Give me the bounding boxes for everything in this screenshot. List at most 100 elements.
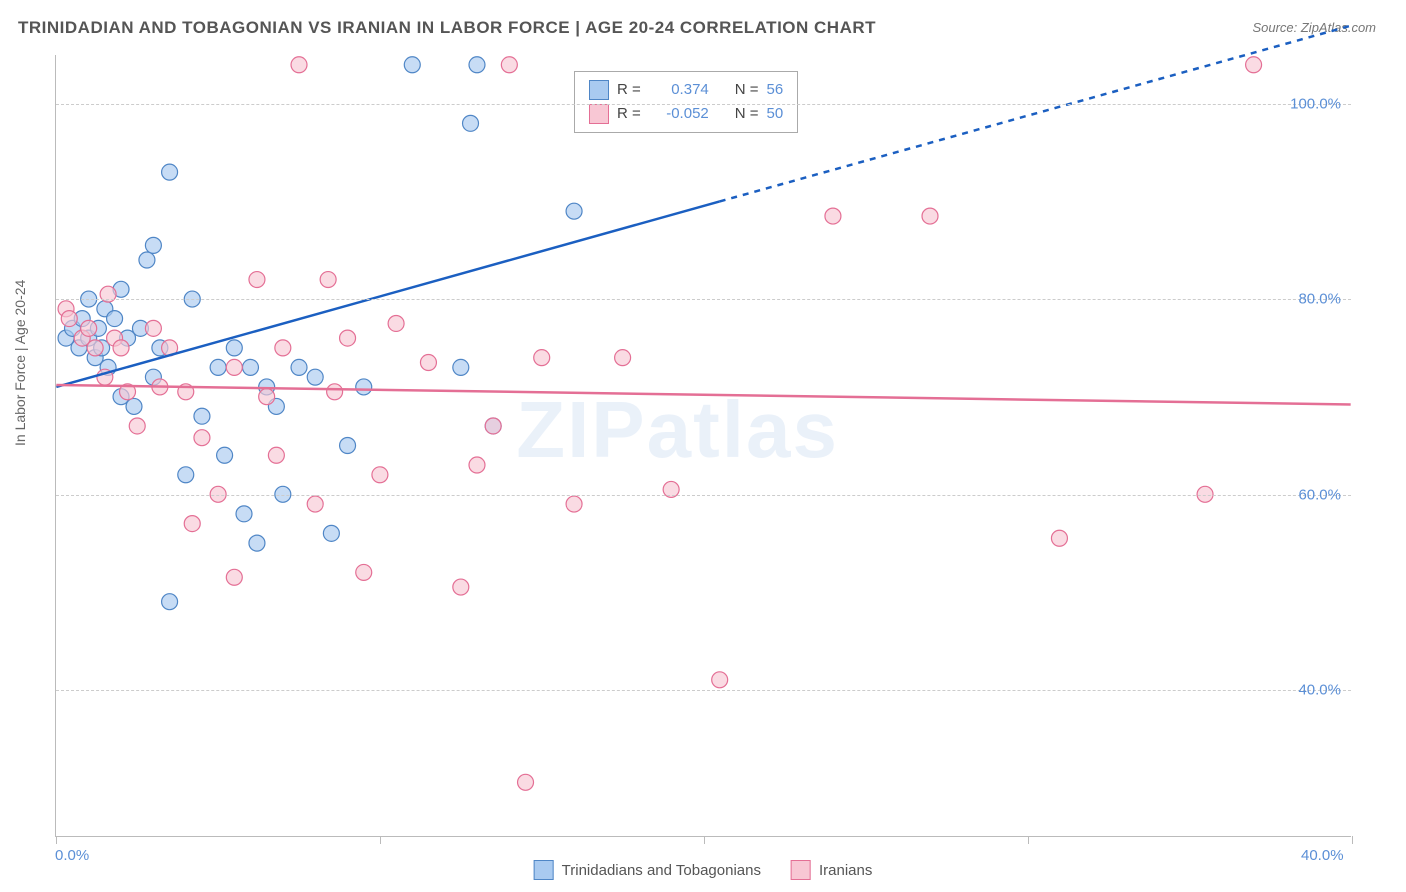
data-point (534, 350, 550, 366)
n-label: N = (735, 102, 759, 126)
n-value: 50 (767, 102, 784, 126)
x-tick (1352, 836, 1353, 844)
data-point (249, 535, 265, 551)
data-point (194, 408, 210, 424)
x-axis-min-label: 0.0% (55, 847, 89, 864)
y-tick-label: 100.0% (1290, 95, 1341, 112)
chart-plot-area: ZIPatlas R =0.374N =56R =-0.052N =50 40.… (55, 55, 1351, 837)
gridline (56, 104, 1351, 105)
gridline (56, 690, 1351, 691)
data-point (469, 57, 485, 73)
series-legend: Trinidadians and Tobagonians Iranians (534, 860, 873, 880)
data-point (615, 350, 631, 366)
data-point (356, 379, 372, 395)
data-point (388, 315, 404, 331)
data-point (236, 506, 252, 522)
x-tick (380, 836, 381, 844)
data-point (268, 447, 284, 463)
x-tick (704, 836, 705, 844)
data-point (242, 359, 258, 375)
trend-line (56, 385, 1350, 405)
data-point (162, 594, 178, 610)
trend-line-extrapolated (720, 26, 1351, 202)
data-point (194, 430, 210, 446)
data-point (469, 457, 485, 473)
y-axis-label: In Labor Force | Age 20-24 (12, 280, 28, 446)
data-point (825, 208, 841, 224)
data-point (307, 369, 323, 385)
data-point (340, 438, 356, 454)
legend-swatch (589, 80, 609, 100)
data-point (113, 340, 129, 356)
legend-item: Trinidadians and Tobagonians (534, 860, 761, 880)
y-tick-label: 40.0% (1298, 682, 1341, 699)
data-point (226, 569, 242, 585)
data-point (126, 398, 142, 414)
data-point (178, 467, 194, 483)
data-point (320, 272, 336, 288)
legend-label: Trinidadians and Tobagonians (562, 862, 761, 879)
n-value: 56 (767, 78, 784, 102)
data-point (327, 384, 343, 400)
data-point (184, 516, 200, 532)
legend-row: R = -0.052 N = 50 (589, 102, 783, 126)
data-point (162, 164, 178, 180)
data-point (275, 340, 291, 356)
gridline (56, 299, 1351, 300)
data-point (226, 340, 242, 356)
data-point (453, 359, 469, 375)
data-point (291, 359, 307, 375)
data-point (323, 525, 339, 541)
data-point (291, 57, 307, 73)
r-label: R = (617, 102, 641, 126)
data-point (566, 496, 582, 512)
data-point (712, 672, 728, 688)
data-point (107, 311, 123, 327)
legend-row: R = 0.374 N = 56 (589, 78, 783, 102)
data-point (81, 320, 97, 336)
r-value: -0.052 (649, 102, 709, 126)
data-point (226, 359, 242, 375)
data-point (453, 579, 469, 595)
legend-swatch (791, 860, 811, 880)
data-point (259, 389, 275, 405)
data-point (372, 467, 388, 483)
data-point (485, 418, 501, 434)
x-axis-max-label: 40.0% (1301, 847, 1344, 864)
data-point (249, 272, 265, 288)
source-label: Source: ZipAtlas.com (1252, 20, 1376, 35)
chart-title: TRINIDADIAN AND TOBAGONIAN VS IRANIAN IN… (18, 18, 876, 38)
legend-swatch (534, 860, 554, 880)
r-value: 0.374 (649, 78, 709, 102)
y-tick-label: 60.0% (1298, 486, 1341, 503)
y-tick-label: 80.0% (1298, 291, 1341, 308)
data-point (340, 330, 356, 346)
data-point (356, 564, 372, 580)
data-point (210, 359, 226, 375)
data-point (61, 311, 77, 327)
r-label: R = (617, 78, 641, 102)
legend-swatch (589, 104, 609, 124)
data-point (566, 203, 582, 219)
plot-svg (56, 55, 1351, 836)
data-point (518, 774, 534, 790)
n-label: N = (735, 78, 759, 102)
data-point (922, 208, 938, 224)
data-point (1051, 530, 1067, 546)
data-point (1246, 57, 1262, 73)
data-point (145, 237, 161, 253)
data-point (463, 115, 479, 131)
data-point (139, 252, 155, 268)
data-point (87, 340, 103, 356)
data-point (420, 355, 436, 371)
gridline (56, 495, 1351, 496)
data-point (307, 496, 323, 512)
x-tick (1028, 836, 1029, 844)
data-point (129, 418, 145, 434)
data-point (145, 320, 161, 336)
correlation-legend: R = 0.374 N = 56 R = -0.052 N = 50 (574, 71, 798, 133)
legend-item: Iranians (791, 860, 872, 880)
legend-label: Iranians (819, 862, 872, 879)
x-tick (56, 836, 57, 844)
data-point (217, 447, 233, 463)
